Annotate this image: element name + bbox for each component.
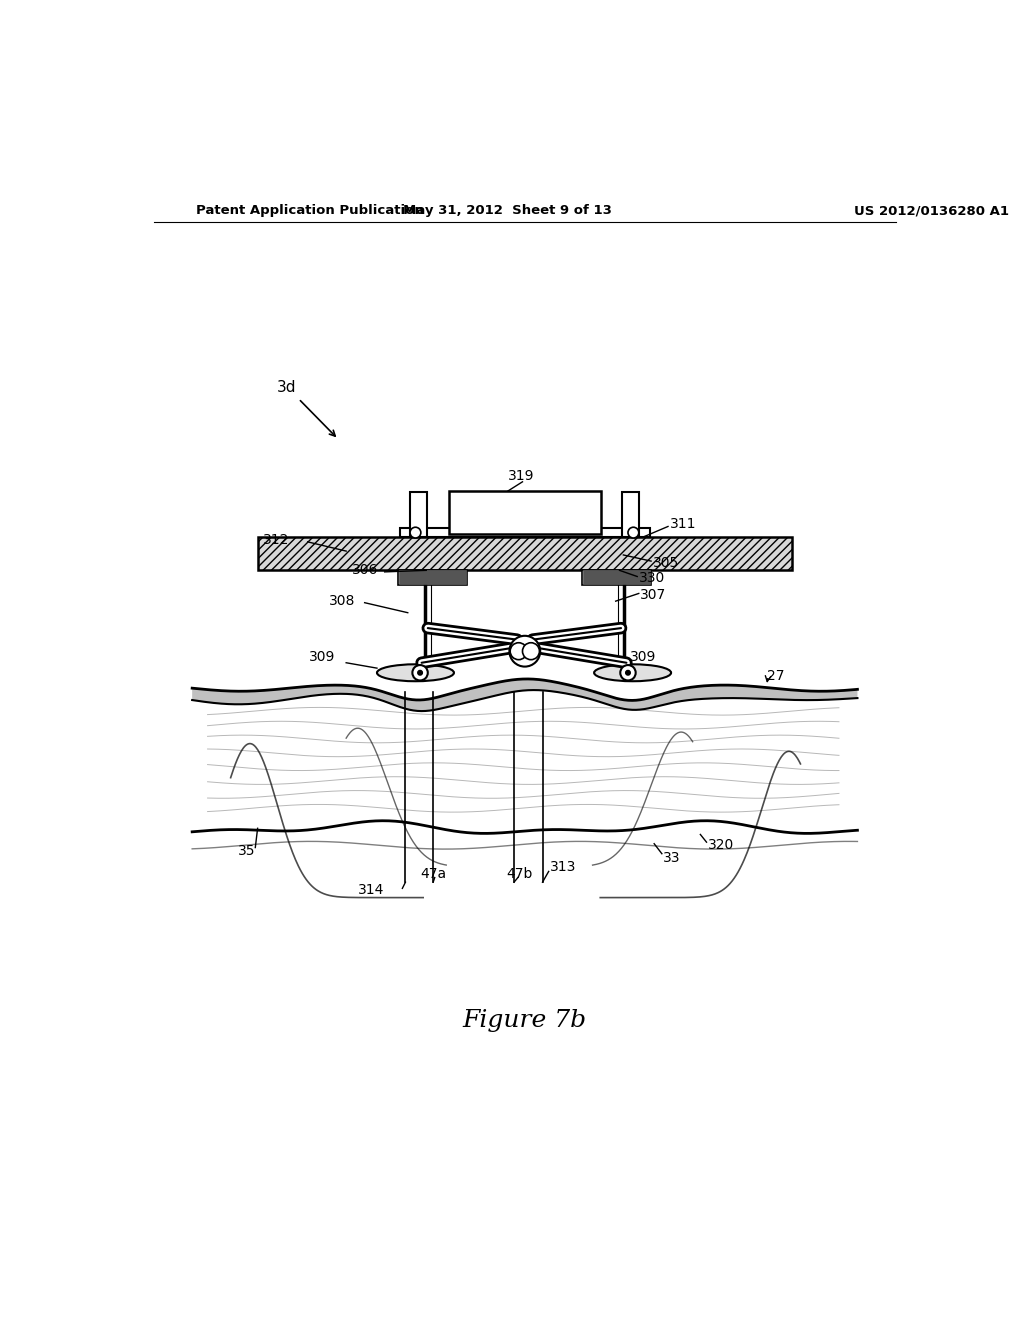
Bar bbox=[400, 528, 649, 537]
Text: 307: 307 bbox=[640, 587, 667, 602]
Text: US 2012/0136280 A1: US 2012/0136280 A1 bbox=[854, 205, 1010, 218]
Bar bbox=[622, 492, 639, 537]
Polygon shape bbox=[193, 678, 857, 711]
Text: 309: 309 bbox=[630, 651, 656, 664]
Bar bbox=[397, 570, 467, 585]
Circle shape bbox=[509, 636, 541, 667]
Text: 330: 330 bbox=[639, 572, 665, 585]
Text: Patent Application Publication: Patent Application Publication bbox=[196, 205, 424, 218]
Text: 306: 306 bbox=[352, 564, 379, 577]
Circle shape bbox=[626, 671, 631, 675]
Bar bbox=[584, 570, 649, 585]
Bar bbox=[258, 537, 792, 570]
Text: 33: 33 bbox=[664, 850, 681, 865]
Text: 313: 313 bbox=[550, 859, 577, 874]
Circle shape bbox=[418, 671, 422, 675]
Text: 3d: 3d bbox=[276, 380, 296, 396]
Ellipse shape bbox=[377, 664, 454, 681]
Bar bbox=[410, 492, 427, 537]
Bar bbox=[399, 570, 466, 585]
Text: May 31, 2012  Sheet 9 of 13: May 31, 2012 Sheet 9 of 13 bbox=[403, 205, 612, 218]
Bar bbox=[602, 667, 664, 678]
Text: 47b: 47b bbox=[506, 867, 532, 882]
Text: 314: 314 bbox=[357, 883, 384, 896]
Text: 319: 319 bbox=[508, 469, 535, 483]
Text: Figure 7b: Figure 7b bbox=[463, 1010, 587, 1032]
Text: 27: 27 bbox=[767, 669, 784, 682]
Circle shape bbox=[413, 665, 428, 681]
Text: 47a: 47a bbox=[420, 867, 446, 882]
Bar bbox=[449, 491, 601, 535]
Text: 35: 35 bbox=[239, 845, 256, 858]
Bar bbox=[582, 570, 651, 585]
Text: 312: 312 bbox=[263, 532, 290, 546]
Circle shape bbox=[628, 527, 639, 539]
Ellipse shape bbox=[594, 664, 671, 681]
Circle shape bbox=[522, 643, 540, 660]
Circle shape bbox=[621, 665, 636, 681]
Text: 311: 311 bbox=[670, 517, 696, 531]
Bar bbox=[385, 667, 446, 678]
Circle shape bbox=[510, 643, 527, 660]
Text: 309: 309 bbox=[309, 651, 336, 664]
Text: 308: 308 bbox=[330, 594, 355, 609]
Text: 320: 320 bbox=[708, 838, 734, 853]
Circle shape bbox=[410, 527, 421, 539]
Text: 305: 305 bbox=[652, 556, 679, 570]
